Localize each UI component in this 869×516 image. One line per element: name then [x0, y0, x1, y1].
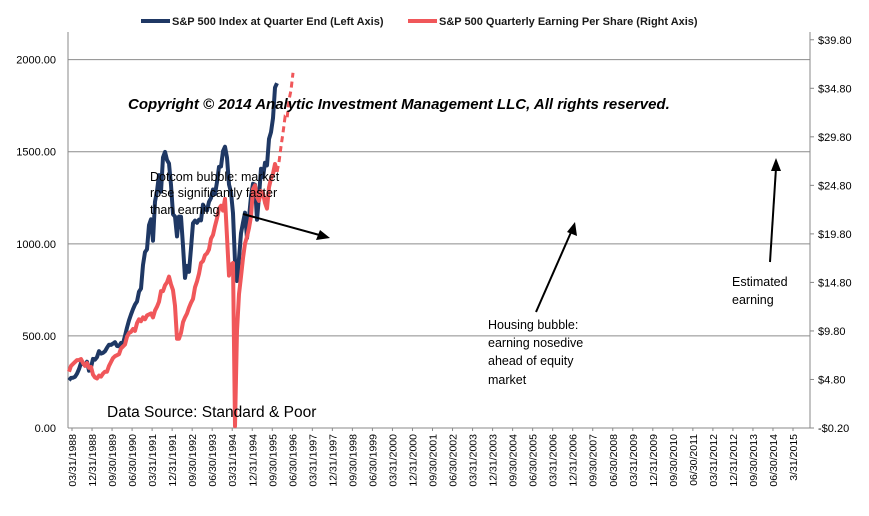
x-tick-label: 12/31/1997 [327, 434, 339, 487]
right-tick-label: $39.80 [818, 35, 852, 47]
legend: S&P 500 Index at Quarter End (Left Axis)… [141, 16, 698, 28]
x-tick-label: 06/30/2005 [528, 434, 540, 487]
x-tick-label: 3/31/2015 [788, 434, 800, 481]
x-tick-label: 06/30/1996 [287, 434, 299, 487]
series-eps-estimated-line [275, 72, 295, 173]
annotation-housing-line-3: ahead of equity [488, 354, 574, 368]
x-tick-label: 12/31/2006 [568, 434, 580, 487]
x-tick-label: 06/30/1999 [367, 434, 379, 487]
annotation-estimated-line-2: earning [732, 293, 774, 307]
x-tick-label: 03/31/1988 [67, 434, 79, 487]
x-axis-ticks: 03/31/1988 12/31/1988 09/30/1989 06/30/1990… [67, 428, 800, 487]
x-tick-label: 12/31/1994 [247, 434, 259, 487]
series-layer [67, 72, 295, 429]
x-tick-label: 03/31/2009 [628, 434, 640, 487]
copyright-text: Copyright © 2014 Analytic Investment Man… [128, 96, 670, 113]
x-tick-label: 12/31/2000 [407, 434, 419, 487]
left-tick-label: 2000.00 [16, 55, 56, 67]
x-tick-label: 06/30/2008 [608, 434, 620, 487]
x-tick-label: 06/30/2011 [688, 434, 700, 486]
right-tick-label: -$0.20 [818, 423, 849, 435]
right-tick-label: $4.80 [818, 374, 846, 386]
x-tick-label: 09/30/2013 [748, 434, 760, 487]
annotation-dotcom: Dotcom bubble: market rose significantly… [150, 170, 330, 240]
x-tick-label: 03/31/2012 [708, 434, 720, 487]
x-tick-label: 12/31/1988 [87, 434, 99, 487]
legend-label-eps: S&P 500 Quarterly Earning Per Share (Rig… [439, 16, 698, 28]
x-tick-label: 09/30/1995 [267, 434, 279, 487]
annotation-housing-line-1: Housing bubble: [488, 318, 578, 332]
x-tick-label: 06/30/2002 [448, 434, 460, 487]
x-tick-label: 09/30/2001 [428, 434, 440, 487]
annotation-housing-arrow [535, 229, 573, 313]
annotation-housing-arrowhead [567, 222, 577, 236]
right-tick-label: $29.80 [818, 132, 852, 144]
right-axis-ticks: -$0.20 $4.80 $9.80 $14.80 $19.80 $24.80 $29.80… [810, 35, 852, 435]
right-tick-label: $19.80 [818, 229, 852, 241]
annotation-estimated-arrow [769, 167, 777, 263]
x-tick-label: 09/30/2007 [588, 434, 600, 487]
x-tick-label: 06/30/2014 [768, 434, 780, 487]
annotation-estimated-line-1: Estimated [732, 275, 788, 289]
x-tick-label: 03/31/1991 [147, 434, 159, 487]
series-sp500-index-line [67, 82, 279, 382]
x-tick-label: 12/31/2009 [648, 434, 660, 487]
annotation-housing-line-2: earning nosedive [488, 336, 583, 350]
x-tick-label: 03/31/2000 [387, 434, 399, 487]
x-tick-label: 03/31/2003 [468, 434, 480, 487]
x-tick-label: 09/30/1992 [187, 434, 199, 487]
left-tick-label: 0.00 [35, 423, 56, 435]
right-tick-label: $24.80 [818, 180, 852, 192]
left-axis-ticks: 0.00 500.00 1000.00 1500.00 2000.00 [16, 55, 56, 435]
annotation-dotcom-line-2: rose significantly faster [150, 186, 277, 200]
left-tick-label: 1000.00 [16, 239, 56, 251]
x-tick-label: 03/31/2006 [548, 434, 560, 487]
legend-label-index: S&P 500 Index at Quarter End (Left Axis) [172, 16, 384, 28]
right-tick-label: $9.80 [818, 326, 846, 338]
x-tick-label: 09/30/2004 [508, 434, 520, 487]
x-tick-label: 12/31/2012 [728, 434, 740, 487]
annotation-dotcom-arrow [242, 213, 324, 237]
x-tick-label: 09/30/2010 [668, 434, 680, 487]
annotation-dotcom-arrowhead [316, 230, 330, 240]
right-tick-label: $14.80 [818, 277, 852, 289]
annotation-estimated-arrowhead [771, 158, 781, 171]
annotation-housing: Housing bubble: earning nosedive ahead o… [488, 222, 583, 387]
data-source-text: Data Source: Standard & Poor [107, 404, 316, 421]
annotation-dotcom-line-1: Dotcom bubble: market [150, 170, 280, 184]
right-tick-label: $34.80 [818, 83, 852, 95]
annotation-housing-line-4: market [488, 373, 527, 387]
x-tick-label: 03/31/1994 [227, 434, 239, 487]
left-tick-label: 500.00 [22, 331, 56, 343]
x-tick-label: 12/31/2003 [488, 434, 500, 487]
x-tick-label: 12/31/1991 [167, 434, 179, 487]
x-tick-label: 06/30/1990 [127, 434, 139, 487]
annotation-dotcom-line-3: than earning [150, 203, 220, 217]
x-tick-label: 06/30/1993 [207, 434, 219, 487]
x-tick-label: 09/30/1989 [107, 434, 119, 487]
x-tick-label: 03/31/1997 [307, 434, 319, 487]
annotation-estimated: Estimated earning [732, 158, 788, 307]
left-tick-label: 1500.00 [16, 147, 56, 159]
x-tick-label: 09/30/1998 [347, 434, 359, 487]
series-eps-line [67, 162, 279, 429]
